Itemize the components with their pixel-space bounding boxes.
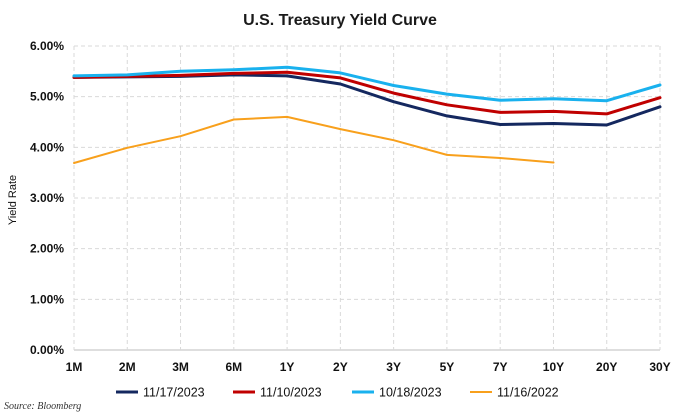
y-tick-label: 6.00% <box>30 39 64 53</box>
legend-label: 11/17/2023 <box>143 386 205 400</box>
series-11-16-2022 <box>73 115 555 164</box>
y-tick-label: 2.00% <box>30 242 64 256</box>
x-tick-label: 5Y <box>440 360 455 374</box>
series-lines <box>72 65 662 164</box>
y-axis-ticks: 0.00% 1.00% 2.00% 3.00% 4.00% 5.00% 6.00% <box>30 39 64 357</box>
x-tick-label: 2M <box>119 360 136 374</box>
x-tick-label: 6M <box>225 360 242 374</box>
y-tick-label: 5.00% <box>30 90 64 104</box>
x-tick-label: 7Y <box>493 360 508 374</box>
y-tick-label: 1.00% <box>30 292 64 306</box>
y-axis-title: Yield Rate <box>7 175 19 225</box>
y-tick-label: 0.00% <box>30 343 64 357</box>
legend-item: 11/16/2022 <box>470 386 559 400</box>
y-tick-label: 3.00% <box>30 191 64 205</box>
x-axis-ticks: 1M 2M 3M 6M 1Y 2Y 3Y 5Y 7Y 10Y 20Y 30Y <box>66 360 671 374</box>
series-11-10-2023 <box>72 70 662 116</box>
x-tick-label: 1Y <box>280 360 295 374</box>
x-tick-label: 2Y <box>333 360 348 374</box>
series-line <box>73 115 555 164</box>
series-line <box>72 70 662 116</box>
legend: 11/17/2023 11/10/2023 10/18/2023 11/16/2022 <box>116 386 559 400</box>
x-tick-label: 1M <box>66 360 83 374</box>
series-10-18-2023 <box>72 65 662 103</box>
source-note: Source: Bloomberg <box>4 401 81 412</box>
series-line <box>72 65 662 103</box>
y-tick-label: 4.00% <box>30 140 64 154</box>
legend-label: 11/16/2022 <box>497 386 559 400</box>
x-tick-label: 3M <box>172 360 189 374</box>
legend-label: 11/10/2023 <box>260 386 322 400</box>
x-tick-label: 20Y <box>596 360 617 374</box>
legend-item: 11/10/2023 <box>233 386 322 400</box>
x-tick-label: 10Y <box>543 360 564 374</box>
x-tick-label: 30Y <box>649 360 670 374</box>
legend-label: 10/18/2023 <box>379 386 442 400</box>
chart-title: U.S. Treasury Yield Curve <box>243 12 437 29</box>
x-tick-label: 3Y <box>386 360 401 374</box>
legend-item: 10/18/2023 <box>352 386 442 400</box>
legend-item: 11/17/2023 <box>116 386 205 400</box>
